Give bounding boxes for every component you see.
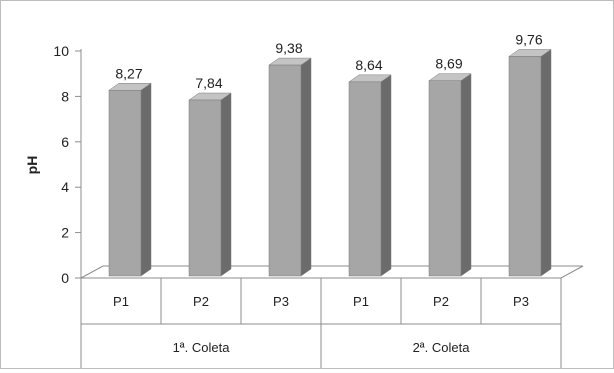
data-label: 7,84 xyxy=(195,75,222,91)
bar-side xyxy=(300,57,312,277)
y-tick-label: 4 xyxy=(61,179,69,195)
bar xyxy=(508,48,552,277)
floor xyxy=(80,265,584,279)
data-label: 8,27 xyxy=(115,65,142,81)
bar-front xyxy=(428,80,462,277)
category-label: P2 xyxy=(433,294,449,309)
data-label: 9,76 xyxy=(515,31,542,47)
group-label: 2ª. Coleta xyxy=(413,340,471,355)
bar-front xyxy=(108,90,142,277)
y-tick-label: 8 xyxy=(61,88,69,104)
bar-side xyxy=(140,82,152,277)
category-label: P3 xyxy=(273,294,289,309)
data-label: 9,38 xyxy=(275,40,302,56)
bar-front xyxy=(188,99,222,277)
category-label: P2 xyxy=(193,294,209,309)
bar-front xyxy=(508,56,542,277)
bar xyxy=(428,73,472,277)
bar xyxy=(188,92,232,277)
bar-front xyxy=(348,81,382,277)
bar xyxy=(108,82,152,277)
y-tick-label: 10 xyxy=(53,43,69,59)
bar xyxy=(268,57,312,277)
bars xyxy=(108,48,552,277)
bar-side xyxy=(540,48,552,277)
bar xyxy=(348,74,392,277)
data-label: 8,69 xyxy=(435,56,462,72)
y-tick-label: 6 xyxy=(61,134,69,150)
bar-side xyxy=(220,92,232,277)
bar-side xyxy=(380,74,392,277)
data-label: 8,64 xyxy=(355,57,382,73)
group-label: 1ª. Coleta xyxy=(173,340,231,355)
y-tick-label: 0 xyxy=(61,270,69,286)
y-axis-label: pH xyxy=(24,156,40,175)
bar-front xyxy=(268,64,302,277)
labels: P1 P2 P3 P1 P2 P3 1ª. Coleta 2ª. Coleta 8,27 7,84… xyxy=(113,31,543,355)
bar-side xyxy=(460,73,472,277)
category-label: P1 xyxy=(353,294,369,309)
category-label: P3 xyxy=(513,294,529,309)
y-tick-label: 2 xyxy=(61,225,69,241)
category-label: P1 xyxy=(113,294,129,309)
